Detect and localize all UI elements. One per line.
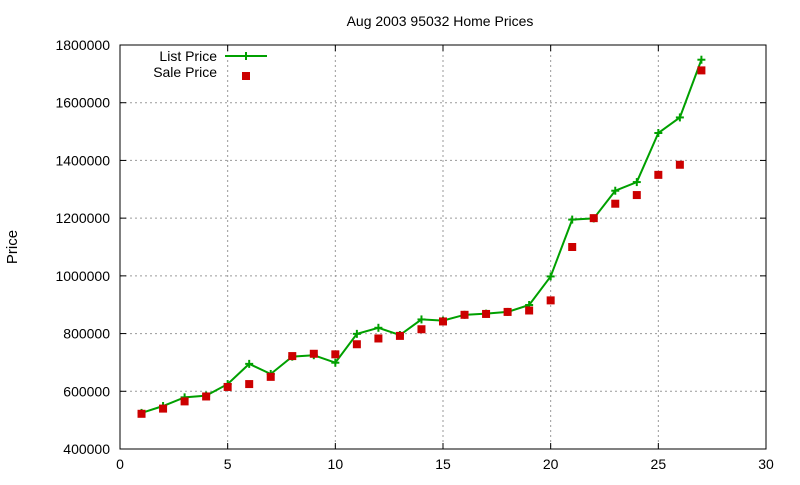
legend-label: Sale Price (153, 64, 217, 80)
legend-swatch-marker (242, 72, 250, 80)
grid-layer (120, 45, 766, 449)
data-point (245, 380, 254, 389)
data-point (137, 409, 146, 418)
data-point (503, 307, 512, 316)
series-sale-price (137, 66, 706, 418)
axis-layer: 0 5 10 15 20 25 30 400000 600000 800000 1000000 120… (55, 37, 774, 472)
y-tick-label: 800000 (63, 326, 110, 342)
y-axis-label: Price (4, 230, 21, 264)
data-point (482, 309, 491, 318)
data-point (546, 272, 555, 281)
y-tick-label: 1400000 (55, 152, 110, 168)
data-point (697, 55, 706, 64)
y-tick-label: 600000 (63, 383, 110, 399)
data-point (352, 340, 361, 349)
data-point (309, 349, 318, 358)
data-point (611, 199, 620, 208)
series-list-price (137, 55, 706, 417)
data-point (180, 397, 189, 406)
data-point (697, 66, 706, 75)
y-tick-label: 1800000 (55, 37, 110, 53)
data-point (611, 186, 620, 195)
series-line (141, 59, 703, 414)
x-tick-label: 30 (758, 456, 774, 472)
y-tick-label: 1200000 (55, 210, 110, 226)
data-point (395, 331, 404, 340)
data-point (675, 160, 684, 169)
data-point (632, 178, 641, 187)
data-point (266, 372, 275, 381)
data-point (546, 296, 555, 305)
data-point (331, 350, 340, 359)
data-point (589, 214, 598, 223)
data-point (159, 404, 168, 413)
x-tick-label: 15 (435, 456, 451, 472)
x-tick-label: 10 (328, 456, 344, 472)
legend-label: List Price (159, 48, 217, 64)
data-point (374, 334, 383, 343)
data-point (417, 315, 426, 324)
legend-swatch-marker (242, 52, 250, 60)
data-point (632, 191, 641, 200)
data-point (417, 325, 426, 334)
data-point (460, 310, 469, 319)
data-point (439, 317, 447, 326)
y-tick-label: 1600000 (55, 95, 110, 111)
chart-title: Aug 2003 95032 Home Prices (347, 13, 534, 29)
data-point (331, 358, 340, 367)
data-point (374, 323, 383, 332)
data-point (245, 359, 254, 368)
data-point (568, 243, 577, 251)
data-point (202, 392, 211, 401)
data-point (223, 382, 232, 391)
data-point (568, 215, 577, 224)
data-point (675, 113, 684, 122)
data-point (352, 329, 361, 338)
series-layer (137, 55, 706, 418)
y-tick-label: 1000000 (55, 268, 110, 284)
x-tick-label: 0 (116, 456, 124, 472)
y-tick-label: 400000 (63, 441, 110, 457)
data-point (288, 352, 297, 361)
x-tick-label: 25 (651, 456, 667, 472)
data-point (654, 170, 663, 179)
x-tick-label: 20 (543, 456, 559, 472)
data-point (654, 129, 663, 138)
x-tick-label: 5 (224, 456, 232, 472)
data-point (525, 306, 534, 315)
